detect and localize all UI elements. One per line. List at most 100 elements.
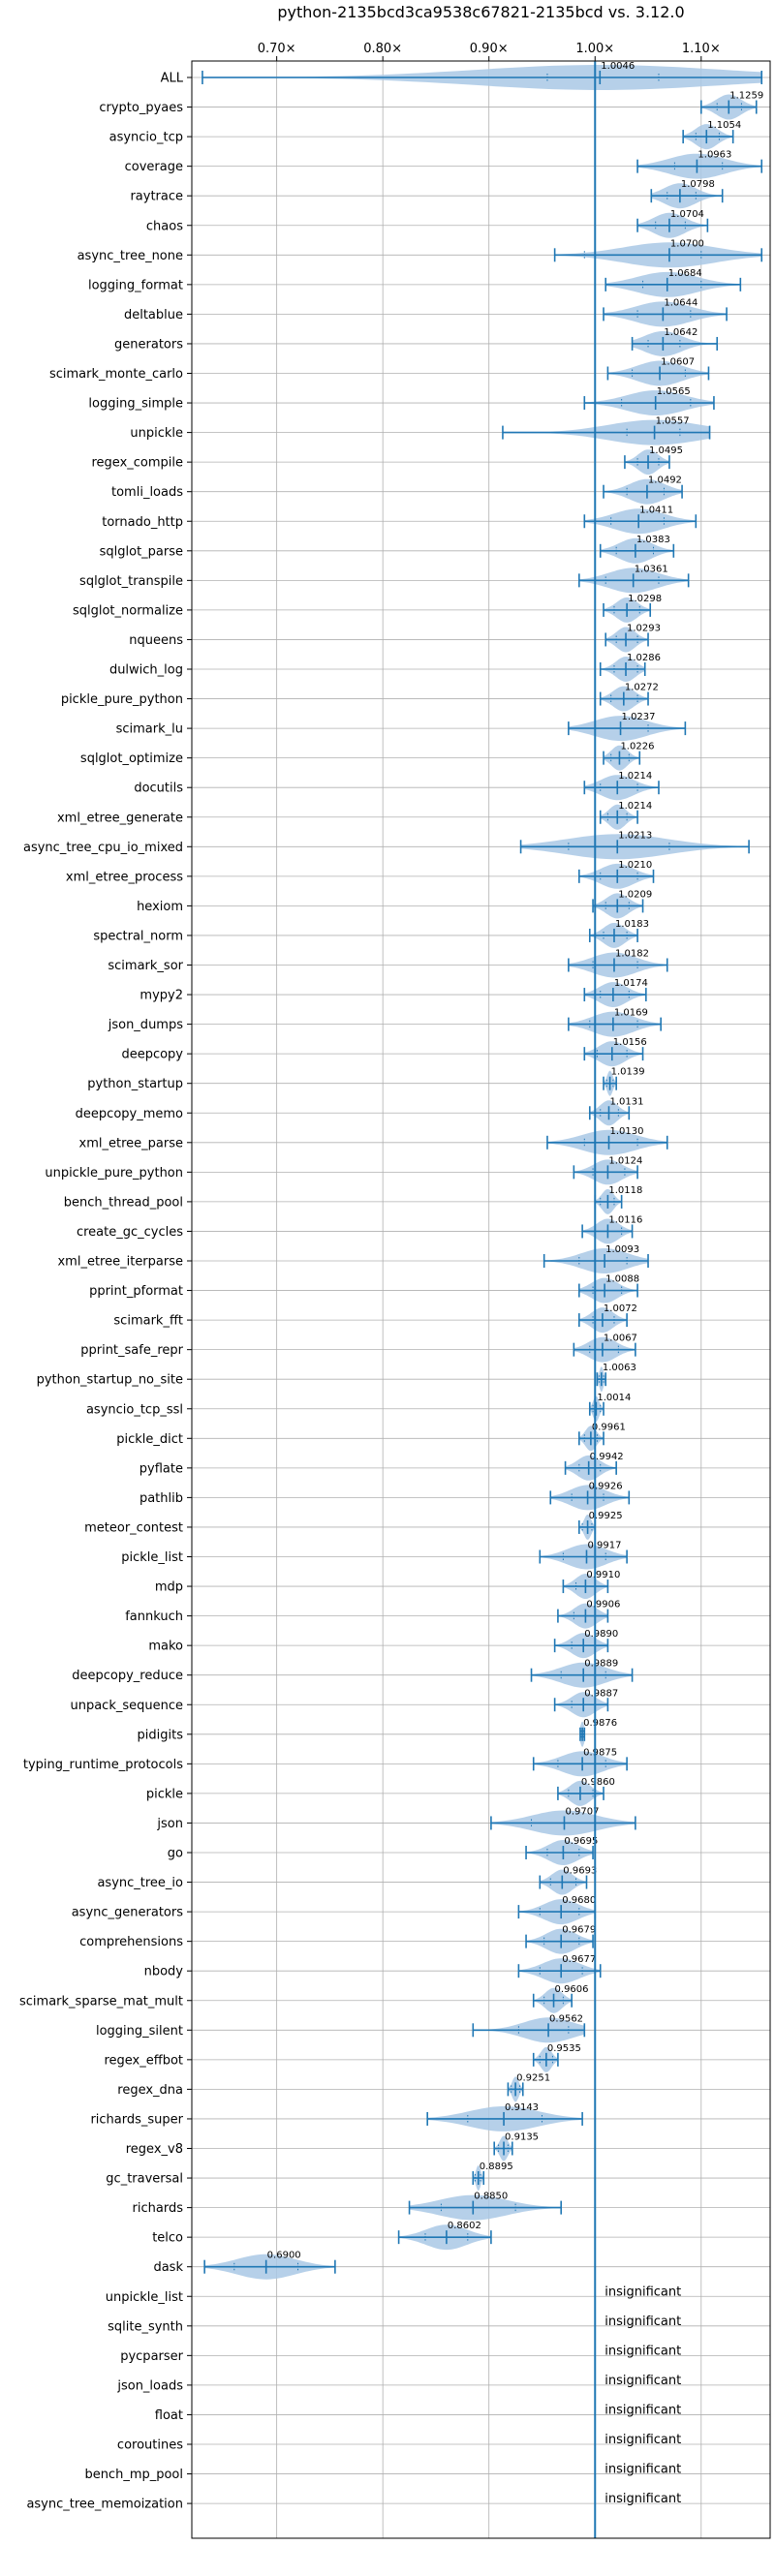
y-category-label: xml_etree_generate [57,811,183,825]
x-tick-label: 0.90× [470,42,509,56]
value-label: 1.0213 [618,830,652,841]
value-label: 0.9925 [589,1511,623,1521]
value-label: 1.1054 [707,120,741,131]
y-category-label: regex_dna [117,2083,183,2098]
y-category-label: pickle_pure_python [61,692,183,707]
y-category-label: nqueens [129,633,183,648]
y-category-label: pidigits [138,1728,184,1742]
benchmark-bench_thread_pool: 1.0118 [594,1185,642,1214]
value-label: 1.0088 [605,1274,639,1285]
benchmark-crypto_pyaes: 1.1259 [699,91,763,120]
value-label: 1.0182 [615,949,649,960]
y-category-label: async_tree_io [97,1876,183,1890]
benchmark-deepcopy: 1.0156 [583,1037,647,1067]
value-label: 0.8895 [480,2162,513,2172]
y-category-label: docutils [134,782,183,796]
value-label: 0.9677 [562,1954,596,1965]
value-label: 0.8850 [474,2192,508,2202]
y-category-label: regex_v8 [126,2142,183,2157]
benchmark-unpickle_pure_python: 1.0124 [573,1155,642,1185]
y-category-label: richards_super [90,2112,183,2127]
y-category-label: scimark_sor [108,959,183,973]
benchmark-asyncio_tcp: 1.1054 [682,120,741,150]
y-category-label: pathlib [140,1491,183,1506]
value-label: 0.9906 [586,1600,620,1610]
value-label: 1.0046 [601,61,635,72]
benchmark-logging_silent: 0.9562 [472,2013,586,2043]
y-category-label: ALL [161,72,184,86]
y-category-label: json_dumps [108,1018,183,1032]
value-label: 0.9693 [563,1866,597,1877]
benchmark-dulwich_log: 1.0286 [599,653,661,682]
value-label: 1.0644 [664,297,698,308]
y-category-label: deepcopy [121,1048,183,1062]
y-category-label: xml_etree_process [66,870,183,884]
y-category-label: unpickle_list [106,2290,183,2305]
x-axis-ticks: 0.70× 0.80× 0.90× 1.00× 1.10× [258,42,721,61]
value-label: 0.9910 [586,1570,620,1580]
insignificant-label: insignificant [604,2315,681,2329]
benchmark-nqueens: 1.0293 [604,623,661,653]
y-category-label: python_startup [87,1077,183,1091]
benchmark-json_dumps: 1.0169 [568,1008,662,1037]
x-tick-label: 0.70× [258,42,296,56]
value-label: 0.9707 [565,1806,599,1817]
insignificant-label: insignificant [604,2492,681,2506]
value-label: 0.9143 [505,2102,539,2113]
benchmark-spectral_norm: 1.0183 [588,919,649,948]
benchmark-chaos: 1.0704 [636,209,709,238]
value-label: 1.0495 [649,445,683,456]
value-label: 1.0116 [608,1214,642,1225]
value-label: 1.0286 [627,653,661,663]
benchmark-async_tree_io: 0.9693 [539,1866,597,1895]
y-category-label: sqlglot_optimize [80,751,183,766]
value-label: 0.9135 [505,2132,539,2143]
benchmark-meteor_contest: 0.9925 [578,1511,623,1540]
y-category-label: pickle_dict [116,1432,183,1447]
value-label: 1.0642 [664,327,698,338]
value-label: 1.0169 [614,1008,648,1019]
y-category-label: asyncio_tcp [109,131,183,145]
benchmark-deepcopy_memo: 1.0131 [588,1096,643,1126]
benchmark-async_tree_cpu_io_mixed: 1.0213 [519,830,750,860]
value-label: 1.0063 [603,1363,636,1373]
y-category-label: json [156,1817,183,1831]
y-category-label: unpack_sequence [70,1699,183,1713]
value-label: 1.0704 [670,209,704,220]
y-category-label: tomli_loads [111,485,183,500]
benchmark-sqlglot_optimize: 1.0226 [603,742,654,771]
value-label: 1.0174 [614,978,648,989]
benchmark-scimark_sor: 1.0182 [568,949,668,978]
benchmark-regex_effbot: 0.9535 [532,2043,581,2072]
y-category-label: deepcopy_reduce [72,1669,183,1683]
x-tick-label: 1.10× [682,42,721,56]
y-category-label: async_generators [72,1906,184,1920]
value-label: 1.0361 [635,564,668,574]
y-category-label: regex_compile [91,456,183,471]
benchmark-pickle: 0.9860 [557,1777,615,1806]
value-label: 1.0798 [681,179,715,190]
value-label: 1.0214 [618,801,652,812]
y-category-label: fannkuch [125,1610,183,1624]
value-label: 0.9890 [584,1629,618,1640]
insignificant-label: insignificant [604,2285,681,2299]
y-category-label: gc_traversal [106,2172,183,2187]
benchmark-richards: 0.8850 [408,2192,563,2221]
benchmark-sqlglot_normalize: 1.0298 [603,594,662,623]
value-label: 1.0607 [661,357,695,368]
y-category-label: hexiom [137,900,183,914]
value-label: 0.9942 [590,1452,624,1462]
y-category-label: go [168,1847,183,1861]
benchmark-pprint_safe_repr: 1.0067 [573,1334,637,1363]
benchmark-mako: 0.9890 [553,1629,618,1659]
y-category-label: mdp [155,1580,183,1595]
y-category-label: pickle_list [121,1550,183,1565]
chart-title: python-2135bcd3ca9538c67821-2135bcd vs. … [277,3,684,21]
benchmark-async_generators: 0.9680 [517,1895,596,1925]
y-category-label: async_tree_none [78,249,183,263]
benchmark-async_tree_none: 1.0700 [553,238,763,268]
y-category-label: meteor_contest [84,1520,183,1535]
y-category-label: scimark_sparse_mat_mult [19,1994,183,2009]
benchmark-pickle_dict: 0.9961 [578,1422,626,1452]
benchmark-telco: 0.8602 [397,2221,492,2251]
